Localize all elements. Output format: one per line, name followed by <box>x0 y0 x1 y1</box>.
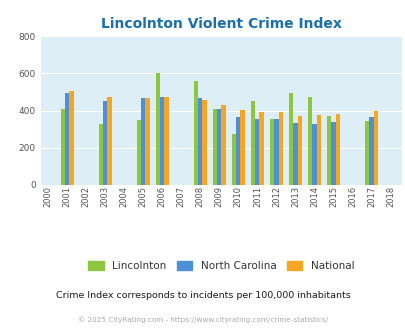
Bar <box>269 118 274 185</box>
Bar <box>136 120 141 185</box>
Bar <box>316 115 320 185</box>
Bar <box>251 101 255 185</box>
Bar <box>335 114 339 185</box>
Bar <box>107 97 111 185</box>
Bar <box>297 116 301 185</box>
Bar <box>311 124 316 185</box>
Bar <box>293 123 297 185</box>
Bar <box>164 97 168 185</box>
Bar <box>274 118 278 185</box>
Bar <box>240 110 244 185</box>
Bar <box>369 117 373 185</box>
Bar <box>194 81 198 185</box>
Title: Lincolnton Violent Crime Index: Lincolnton Violent Crime Index <box>100 17 341 31</box>
Bar <box>278 112 282 185</box>
Bar <box>160 97 164 185</box>
Bar <box>288 93 293 185</box>
Bar <box>198 98 202 185</box>
Bar <box>373 111 377 185</box>
Bar <box>307 97 311 185</box>
Text: © 2025 CityRating.com - https://www.cityrating.com/crime-statistics/: © 2025 CityRating.com - https://www.city… <box>78 316 327 323</box>
Bar <box>213 109 217 185</box>
Bar <box>103 101 107 185</box>
Bar <box>221 105 225 185</box>
Bar <box>259 112 263 185</box>
Bar <box>61 109 65 185</box>
Bar <box>69 91 73 185</box>
Bar <box>330 122 335 185</box>
Bar <box>99 124 103 185</box>
Bar <box>364 120 369 185</box>
Bar <box>217 109 221 185</box>
Bar <box>326 116 330 185</box>
Text: Crime Index corresponds to incidents per 100,000 inhabitants: Crime Index corresponds to incidents per… <box>55 291 350 300</box>
Bar <box>202 100 206 185</box>
Bar <box>65 93 69 185</box>
Bar <box>232 134 236 185</box>
Bar <box>156 73 160 185</box>
Legend: Lincolnton, North Carolina, National: Lincolnton, North Carolina, National <box>84 257 358 276</box>
Bar <box>236 117 240 185</box>
Bar <box>145 98 149 185</box>
Bar <box>141 98 145 185</box>
Bar <box>255 119 259 185</box>
